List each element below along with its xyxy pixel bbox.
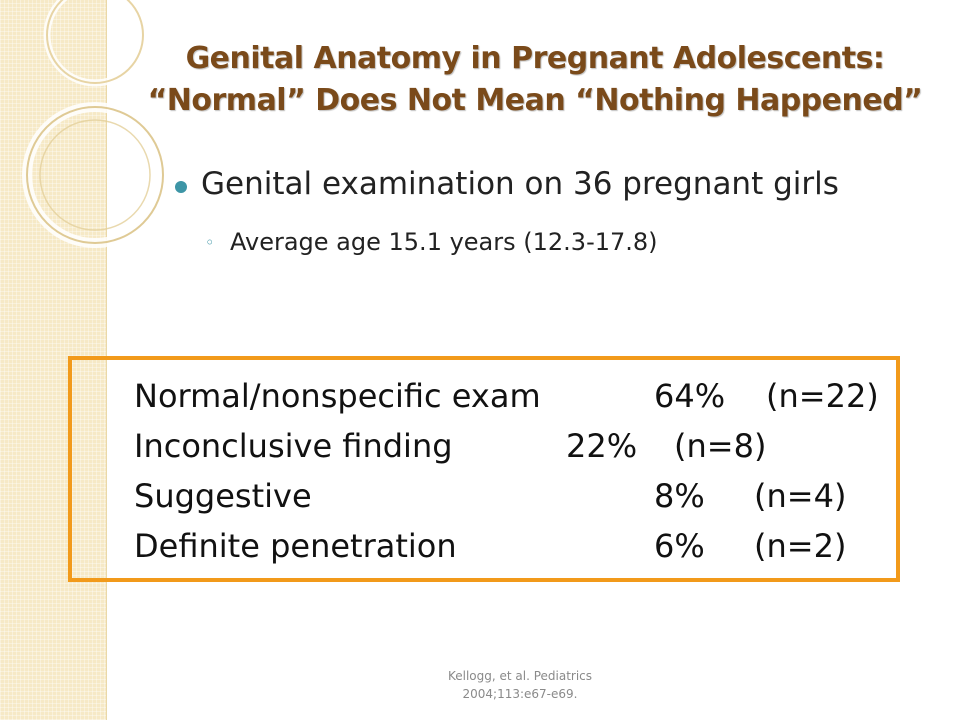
slide-title: Genital Anatomy in Pregnant Adolescents:… [110, 38, 960, 122]
result-label: Definite penetration [134, 527, 457, 565]
result-percent: 8% [654, 477, 705, 515]
sub-bullet-text: Average age 15.1 years (12.3-17.8) [230, 228, 658, 256]
decorative-rings [22, 0, 168, 248]
result-percent: 64% [654, 377, 726, 415]
result-count: (n=2) [754, 527, 847, 565]
result-label: Inconclusive finding [134, 427, 453, 465]
title-line-1: Genital Anatomy in Pregnant Adolescents: [185, 41, 885, 76]
result-percent: 6% [654, 527, 705, 565]
bullet-text: Genital examination on 36 pregnant girls [201, 166, 839, 202]
sub-bullet-ring-icon: ◦ [205, 233, 215, 252]
result-count: (n=22) [766, 377, 879, 415]
title-line-2: “Normal” Does Not Mean “Nothing Happened… [147, 83, 923, 118]
result-count: (n=4) [754, 477, 847, 515]
citation-line-2: 2004;113:e67-e69. [462, 687, 578, 701]
result-count: (n=8) [674, 427, 767, 465]
citation-line-1: Kellogg, et al. Pediatrics [447, 669, 593, 683]
bullet-dot-icon [175, 181, 187, 193]
result-label: Suggestive [134, 477, 312, 515]
results-box: Normal/nonspecific exam 64% (n=22) Incon… [68, 356, 900, 582]
result-label: Normal/nonspecific exam [134, 377, 541, 415]
citation: Kellogg, et al. Pediatrics 2004;113:e67-… [420, 667, 620, 703]
result-percent: 22% [566, 427, 638, 465]
